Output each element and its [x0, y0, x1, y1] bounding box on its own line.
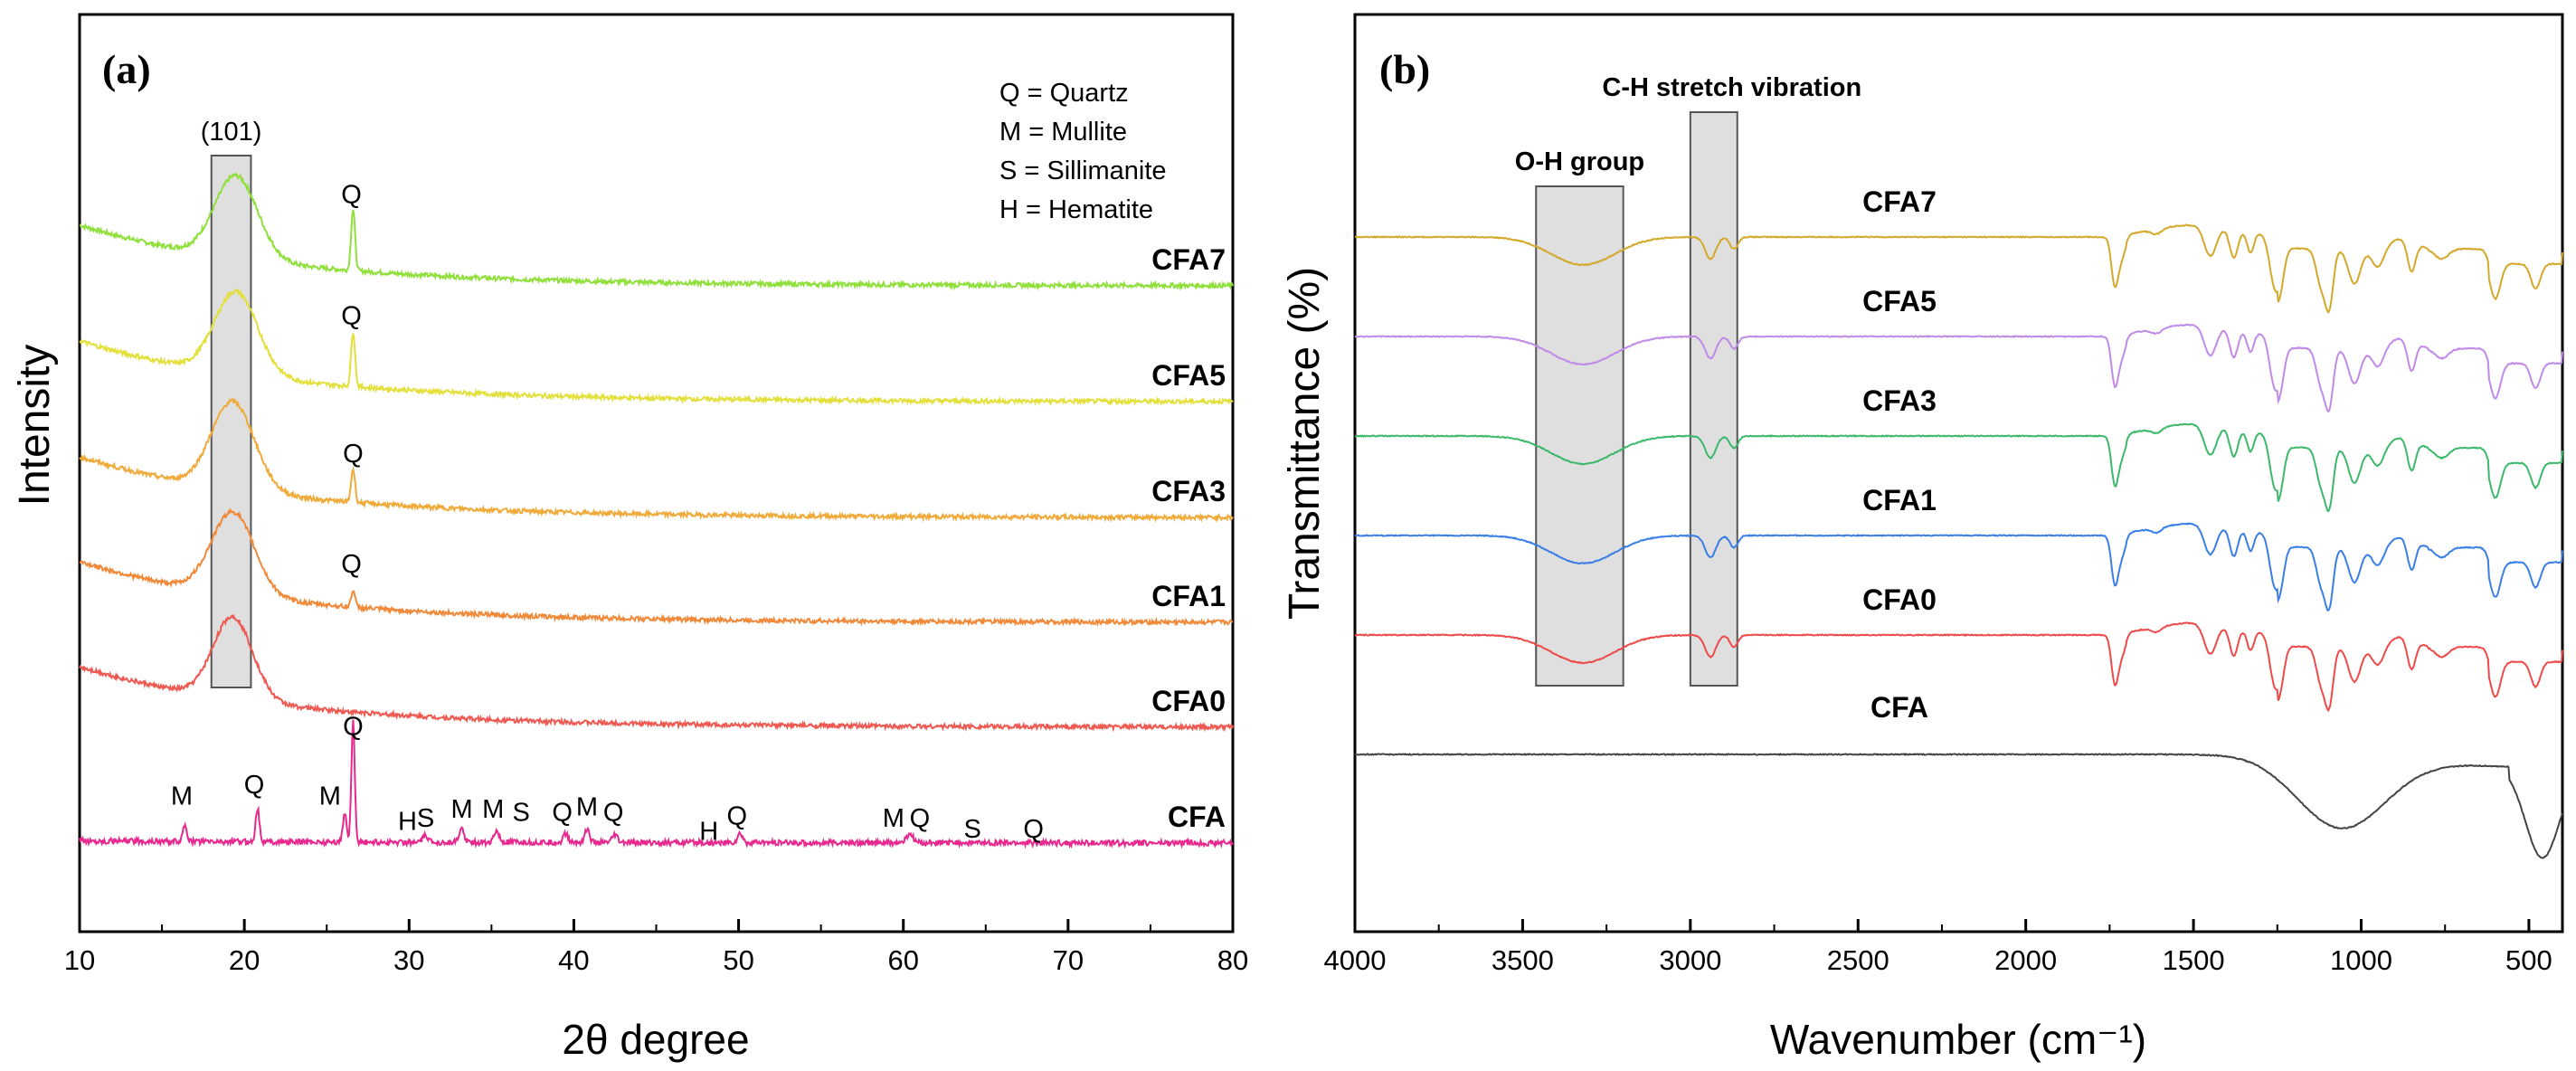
legend-mullite: M = Mullite [999, 118, 1127, 147]
xrd-panel-label: (a) [102, 46, 151, 92]
xrd-line-cfa [79, 719, 1234, 849]
xrd-line-cfa5 [79, 288, 1234, 407]
xrd-x-tick-label: 20 [229, 944, 260, 976]
ftir-x-tick-label: 500 [2505, 944, 2552, 976]
xrd-series-label-cfa1: CFA1 [1151, 580, 1226, 612]
xrd-x-tick-label: 50 [723, 944, 753, 976]
ftir-series-label-cfa5: CFA5 [1862, 285, 1937, 318]
ftir-plot-frame [1353, 13, 2564, 934]
xrd-peak-label: Q [244, 771, 265, 800]
xrd-peak-label: Q [1023, 815, 1044, 844]
ftir-series-label-cfa7: CFA7 [1862, 185, 1937, 218]
ftir-highlight-boxes: O-H group C-H stretch vibration [1515, 73, 1861, 687]
xrd-peak-label: H [699, 817, 718, 846]
ftir-x-tick-label: 1500 [2163, 944, 2225, 976]
ftir-highlight-rect [1535, 185, 1624, 687]
xrd-101-highlight-box: (101) [201, 118, 262, 688]
ftir-x-ticks: 4000 3500 3000 2500 2000 1500 1000 500 [1324, 919, 2552, 976]
xrd-series-label-cfa: CFA [1168, 801, 1226, 833]
ftir-highlight-label: C-H stretch vibration [1602, 73, 1861, 102]
xrd-peak-label: M [576, 793, 598, 822]
xrd-line-cfa0 [79, 613, 1234, 733]
xrd-peak-label: S [964, 815, 981, 844]
xrd-peak-label: Q [341, 550, 362, 579]
xrd-line-cfa3 [79, 397, 1234, 523]
ftir-line-cfa5 [1354, 323, 2563, 413]
xrd-peak-label: Q [603, 799, 624, 828]
ftir-series-label-cfa: CFA [1870, 691, 1928, 724]
legend-quartz: Q = Quartz [999, 79, 1129, 108]
xrd-series-label-cfa0: CFA0 [1151, 685, 1226, 717]
xrd-peak-label: M [482, 795, 504, 824]
ftir-series-group: CFA7 CFA5 CFA3 CFA1 CFA0 CFA [1354, 185, 2563, 859]
xrd-peak-label: Q [552, 799, 573, 828]
legend-sillimanite: S = Sillimanite [999, 156, 1167, 185]
xrd-peak-label: S [512, 799, 529, 828]
xrd-peak-label: Q [341, 181, 362, 210]
ftir-panel-label: (b) [1379, 46, 1430, 92]
xrd-x-tick-label: 10 [64, 944, 95, 976]
ftir-highlight-rect [1689, 111, 1738, 687]
ftir-line-cfa1 [1354, 522, 2563, 611]
ftir-x-tick-label: 3500 [1492, 944, 1554, 976]
legend-hematite: H = Hematite [999, 195, 1153, 224]
xrd-series-label-cfa7: CFA7 [1151, 243, 1226, 276]
xrd-x-axis-title: 2θ degree [562, 1016, 749, 1063]
xrd-peak-label: M [450, 795, 472, 824]
xrd-x-tick-label: 60 [887, 944, 918, 976]
xrd-peak-label: Q [910, 804, 931, 833]
xrd-series-label-cfa5: CFA5 [1151, 359, 1226, 392]
xrd-peak-label: M [319, 782, 341, 810]
ftir-series-label-cfa0: CFA0 [1862, 583, 1937, 616]
xrd-peak-label: Q [343, 713, 364, 742]
ftir-x-tick-label: 2500 [1827, 944, 1889, 976]
xrd-line-cfa7 [79, 172, 1234, 291]
ftir-y-axis-title: Transmittance (%) [1281, 267, 1329, 620]
ftir-line-cfa3 [1354, 422, 2563, 513]
ftir-line-cfa7 [1354, 223, 2563, 315]
highlight-101-rect [210, 155, 252, 688]
xrd-y-axis-title: Intensity [11, 345, 59, 507]
xrd-x-tick-label: 40 [558, 944, 589, 976]
xrd-x-tick-label: 80 [1217, 944, 1248, 976]
xrd-series-group [79, 172, 1234, 849]
xrd-x-tick-label: 30 [393, 944, 424, 976]
xrd-peak-label: M [883, 804, 904, 833]
xrd-legend: Q = Quartz M = Mullite S = Sillimanite H… [999, 79, 1167, 224]
xrd-peak-label: Q [341, 302, 362, 331]
ftir-x-axis-title: Wavenumber (cm⁻¹) [1770, 1016, 2146, 1063]
ftir-line-cfa0 [1354, 621, 2563, 713]
xrd-x-ticks: 10 20 30 40 50 60 70 80 [64, 919, 1248, 976]
xrd-peak-label: S [417, 804, 434, 833]
ftir-x-tick-label: 4000 [1324, 944, 1387, 976]
xrd-peak-label: Q [726, 801, 747, 830]
xrd-x-tick-label: 70 [1053, 944, 1084, 976]
xrd-series-label-cfa3: CFA3 [1151, 475, 1226, 507]
xrd-peak-label: H [398, 807, 417, 836]
xrd-peak-label: M [171, 782, 193, 810]
highlight-101-label: (101) [201, 118, 262, 147]
xrd-peak-label: Q [343, 440, 364, 469]
ftir-series-label-cfa3: CFA3 [1862, 384, 1937, 417]
ftir-x-tick-label: 3000 [1659, 944, 1721, 976]
ftir-line-cfa [1354, 753, 2563, 859]
ftir-x-tick-label: 2000 [1994, 944, 2057, 976]
ftir-series-label-cfa1: CFA1 [1862, 484, 1937, 517]
ftir-x-tick-label: 1000 [2330, 944, 2392, 976]
xrd-line-cfa1 [79, 507, 1233, 627]
ftir-highlight-label: O-H group [1515, 147, 1644, 176]
